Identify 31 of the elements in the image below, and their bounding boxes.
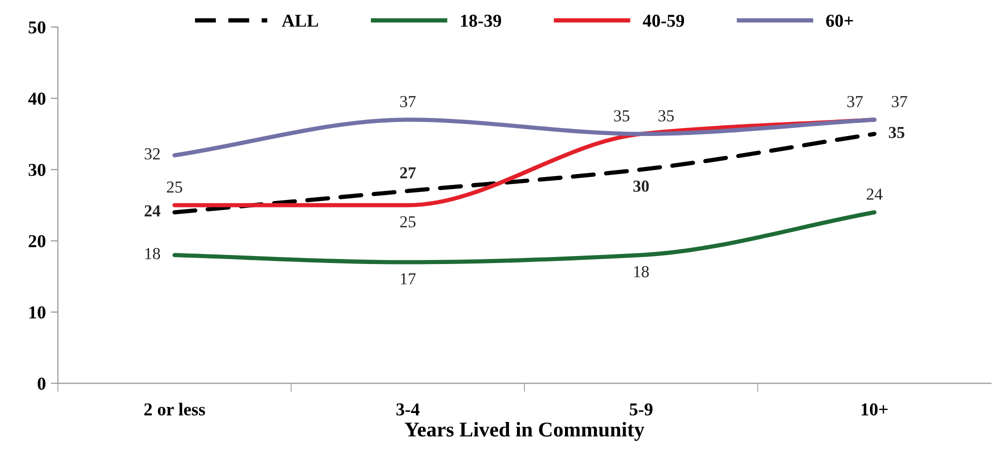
y-tick-label: 40 (28, 92, 46, 105)
x-tick-label: 2 or less (144, 402, 206, 416)
data-label: 35 (888, 126, 904, 138)
y-tick-label: 0 (38, 378, 46, 390)
data-label: 25 (166, 182, 182, 193)
x-tick-label: 10+ (862, 403, 888, 416)
data-label: 37 (400, 96, 416, 108)
data-label: 24 (866, 188, 882, 200)
data-label: 24 (144, 205, 160, 216)
data-label: 37 (892, 96, 908, 108)
y-tick-label: 50 (28, 21, 46, 34)
x-tick-label: 5-9 (630, 403, 652, 416)
data-label: 32 (144, 148, 160, 160)
data-label: 27 (400, 167, 416, 178)
legend-label: 60+ (826, 14, 853, 27)
data-label: 25 (400, 216, 416, 228)
data-label: 17 (400, 273, 416, 284)
data-label: 30 (633, 180, 649, 192)
data-label: 18 (634, 266, 649, 278)
x-tick-label: 3-4 (396, 403, 420, 416)
y-tick-label: 30 (28, 164, 46, 176)
x-axis-title: Years Lived in Community (404, 422, 644, 441)
data-label: 37 (847, 96, 863, 108)
data-label: 35 (614, 110, 630, 122)
legend-label: 40-59 (642, 14, 684, 27)
data-label: 35 (658, 110, 674, 122)
y-tick-label: 10 (29, 306, 46, 319)
legend-label: ALL (282, 14, 318, 27)
data-label: 18 (145, 248, 160, 260)
y-tick-label: 20 (28, 235, 46, 248)
legend-label: 18-39 (461, 14, 502, 27)
